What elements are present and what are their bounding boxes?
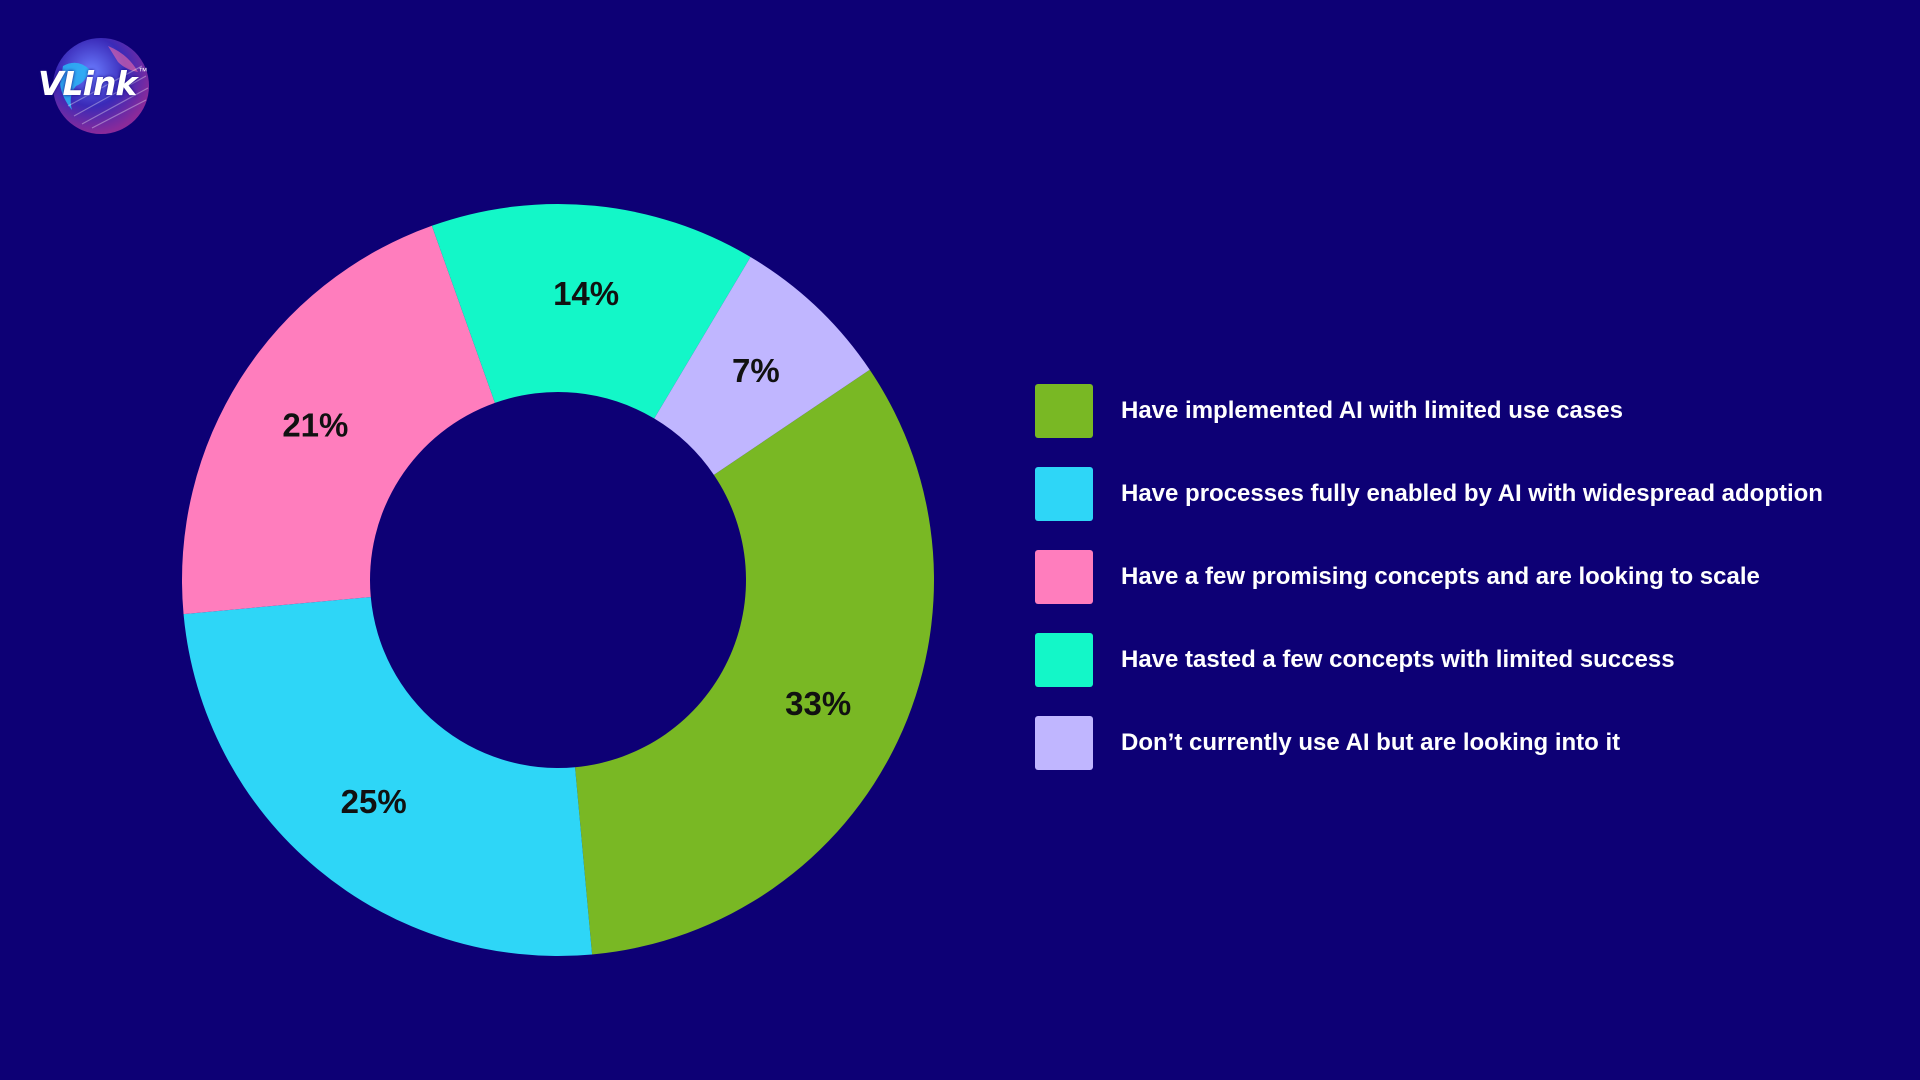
donut-slice-implemented-limited bbox=[575, 369, 934, 955]
globe-icon bbox=[53, 38, 149, 134]
legend-swatch bbox=[1035, 384, 1093, 438]
legend-item-not-using-yet: Don’t currently use AI but are looking i… bbox=[1035, 716, 1620, 770]
trademark-symbol: ™ bbox=[138, 66, 148, 76]
legend-swatch bbox=[1035, 467, 1093, 521]
legend-swatch bbox=[1035, 716, 1093, 770]
logo-wordmark: VLink ™ bbox=[38, 64, 147, 103]
legend-label: Have implemented AI with limited use cas… bbox=[1121, 397, 1623, 424]
legend-label: Have a few promising concepts and are lo… bbox=[1121, 563, 1760, 590]
legend-swatch bbox=[1035, 633, 1093, 687]
slice-value-label: 25% bbox=[341, 783, 407, 820]
donut-slice-fully-enabled bbox=[183, 597, 593, 956]
legend-item-tasted-concepts: Have tasted a few concepts with limited … bbox=[1035, 633, 1675, 687]
legend-label: Have processes fully enabled by AI with … bbox=[1121, 480, 1823, 507]
legend-label: Have tasted a few concepts with limited … bbox=[1121, 646, 1675, 673]
legend-item-fully-enabled: Have processes fully enabled by AI with … bbox=[1035, 467, 1823, 521]
legend-swatch bbox=[1035, 550, 1093, 604]
logo-text: VLink bbox=[38, 64, 137, 103]
donut-slice-not-using-yet bbox=[654, 257, 870, 475]
legend-item-implemented-limited: Have implemented AI with limited use cas… bbox=[1035, 384, 1623, 438]
slice-value-label: 33% bbox=[785, 685, 851, 722]
slice-value-label: 14% bbox=[553, 275, 619, 312]
donut-slice-tasted-concepts bbox=[431, 203, 751, 419]
slice-value-label: 7% bbox=[732, 352, 780, 389]
legend-item-promising-concepts: Have a few promising concepts and are lo… bbox=[1035, 550, 1760, 604]
donut-chart: 33% 25% 21% 14% 7% bbox=[182, 203, 934, 956]
slice-value-label: 21% bbox=[282, 406, 348, 443]
vlink-logo: VLink ™ bbox=[38, 36, 188, 136]
legend-label: Don’t currently use AI but are looking i… bbox=[1121, 729, 1621, 756]
donut-slice-promising-concepts bbox=[182, 225, 495, 615]
